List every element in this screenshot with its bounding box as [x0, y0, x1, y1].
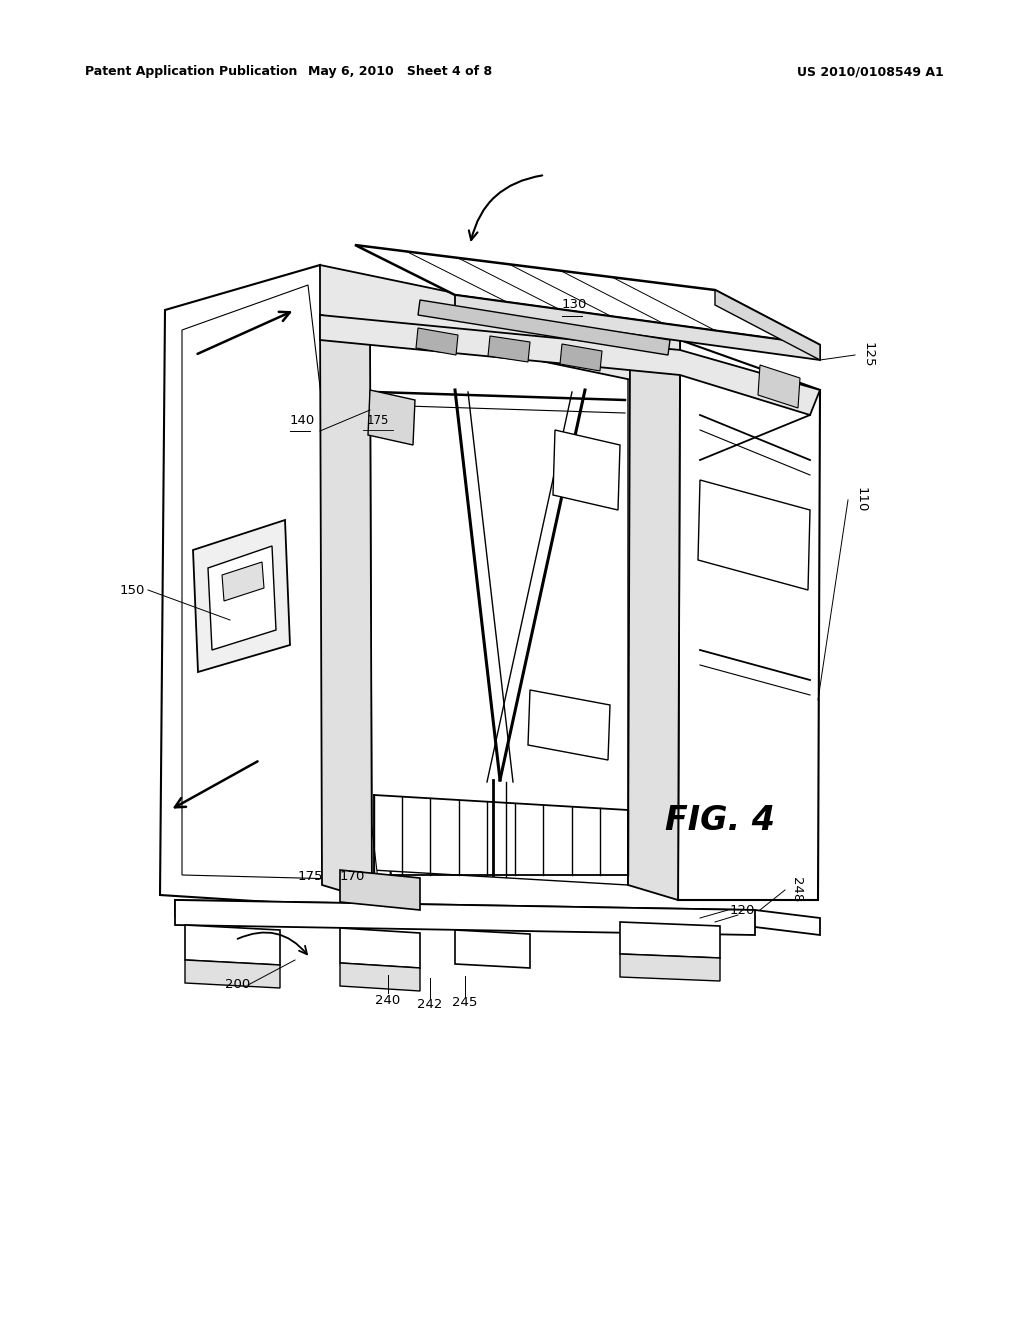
Polygon shape — [715, 290, 820, 360]
Polygon shape — [620, 921, 720, 958]
Polygon shape — [160, 265, 395, 909]
Polygon shape — [758, 366, 800, 408]
Polygon shape — [185, 960, 280, 987]
Text: 150: 150 — [120, 583, 145, 597]
Polygon shape — [560, 345, 602, 371]
Text: 248: 248 — [790, 878, 803, 903]
Text: FIG. 4: FIG. 4 — [665, 804, 775, 837]
Polygon shape — [319, 315, 820, 414]
Polygon shape — [628, 355, 680, 900]
Text: 170: 170 — [340, 870, 366, 883]
Polygon shape — [319, 265, 680, 389]
Text: Patent Application Publication: Patent Application Publication — [85, 66, 297, 78]
Polygon shape — [193, 520, 290, 672]
Polygon shape — [418, 300, 670, 355]
Polygon shape — [185, 925, 280, 965]
Polygon shape — [368, 389, 415, 445]
Text: May 6, 2010   Sheet 4 of 8: May 6, 2010 Sheet 4 of 8 — [308, 66, 493, 78]
Polygon shape — [455, 931, 530, 968]
Text: 240: 240 — [376, 994, 400, 1006]
Text: 125: 125 — [862, 342, 874, 368]
Text: 130: 130 — [562, 298, 588, 312]
Polygon shape — [455, 294, 820, 360]
Polygon shape — [182, 285, 378, 880]
Text: US 2010/0108549 A1: US 2010/0108549 A1 — [797, 66, 943, 78]
Polygon shape — [222, 562, 264, 601]
Text: 110: 110 — [855, 487, 868, 512]
Polygon shape — [340, 870, 420, 909]
Polygon shape — [528, 690, 610, 760]
Polygon shape — [208, 546, 276, 649]
Text: 120: 120 — [730, 903, 756, 916]
Polygon shape — [340, 928, 420, 968]
Polygon shape — [340, 964, 420, 991]
Polygon shape — [678, 341, 820, 900]
Polygon shape — [370, 330, 628, 884]
Text: 140: 140 — [290, 413, 315, 426]
Text: 242: 242 — [418, 998, 442, 1011]
Polygon shape — [319, 315, 372, 900]
Text: 245: 245 — [453, 997, 477, 1010]
Polygon shape — [416, 327, 458, 355]
Text: 175: 175 — [297, 870, 323, 883]
Text: 200: 200 — [225, 978, 250, 991]
Polygon shape — [553, 430, 620, 510]
Polygon shape — [698, 480, 810, 590]
Polygon shape — [488, 337, 530, 362]
Text: 175: 175 — [367, 413, 389, 426]
Polygon shape — [355, 246, 820, 345]
Polygon shape — [175, 900, 820, 935]
Polygon shape — [175, 900, 755, 935]
Polygon shape — [620, 954, 720, 981]
